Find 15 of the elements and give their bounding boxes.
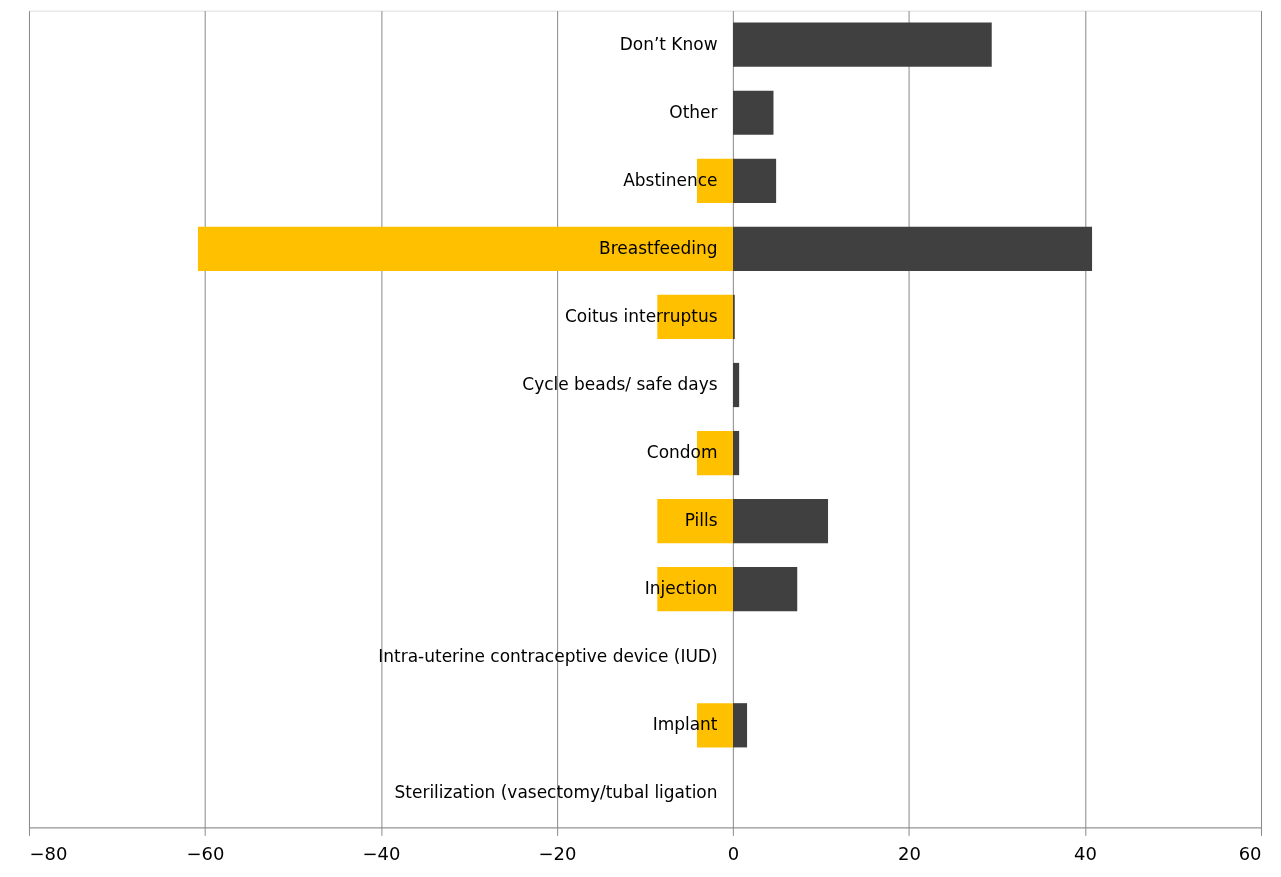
x-tick-label: −80	[29, 842, 68, 864]
x-tick-label: −40	[362, 842, 401, 864]
y-tick-label: Intra-uterine contraceptive device (IUD)	[378, 646, 718, 667]
y-tick-label: Sterilization (vasectomy/tubal ligation	[394, 782, 718, 803]
x-tick-label: 40	[1074, 842, 1097, 864]
x-tick-label: 20	[898, 842, 921, 864]
x-tick-label: −60	[186, 842, 225, 864]
y-tick-label: Cycle beads/ safe days	[522, 373, 718, 394]
y-tick-label: Breastfeeding	[599, 237, 718, 258]
y-tick-label: Don’t Know	[619, 33, 718, 54]
x-tick-label: −20	[538, 842, 577, 864]
x-tick-label: 0	[727, 842, 740, 864]
y-tick-label: Pills	[684, 510, 718, 531]
y-tick-label: Other	[669, 101, 718, 122]
x-tick-label: 60	[1238, 842, 1262, 864]
